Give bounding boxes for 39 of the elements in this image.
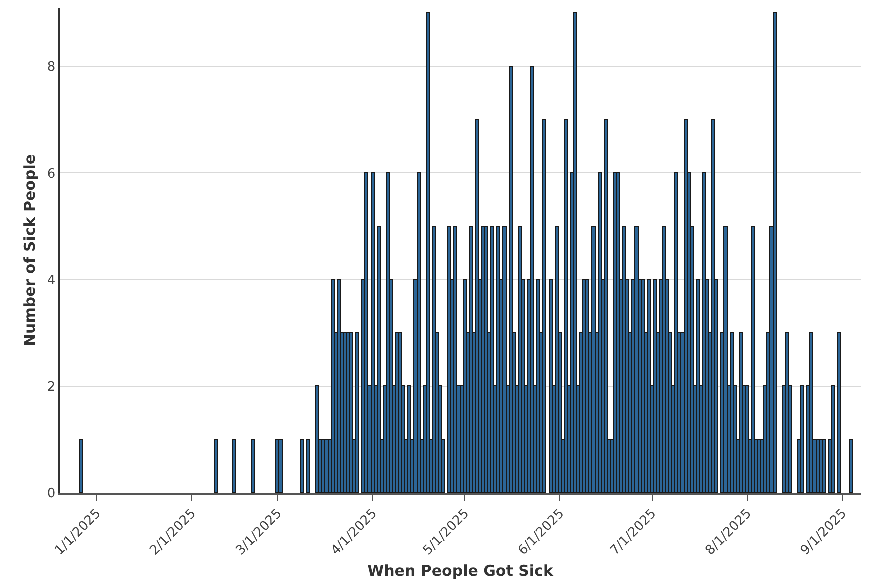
bar [300,439,304,493]
bar [509,66,513,493]
bar [542,119,546,493]
bar [502,226,507,493]
bar [306,439,310,493]
bar [849,439,853,493]
y-tick-label: 0 [47,486,56,502]
bar [800,385,804,493]
bar [349,332,353,493]
bar [773,12,777,493]
bar [79,439,83,493]
bar [822,439,826,493]
bar [251,439,255,493]
y-axis-title: Number of Sick People [21,154,40,347]
bar [831,385,835,493]
bar [809,332,813,493]
bar [278,439,283,493]
bar [530,66,534,493]
y-tick-label: 8 [47,60,56,76]
bar [573,12,577,493]
bar [232,439,236,493]
bar [371,172,375,493]
bar [837,332,841,493]
bar [453,226,457,493]
bar [214,439,218,493]
bar [564,119,568,493]
bar [490,226,494,493]
bar [723,226,728,493]
y-tick-label: 2 [47,380,56,395]
x-axis-title: When People Got Sick [368,562,554,580]
y-tick-label: 6 [47,166,56,182]
bar [417,172,421,493]
bar [364,172,368,493]
bar [377,226,381,493]
bar [426,12,430,493]
bar [355,332,359,493]
y-tick-label: 4 [47,273,56,288]
bar [751,226,755,493]
bar [604,119,608,493]
